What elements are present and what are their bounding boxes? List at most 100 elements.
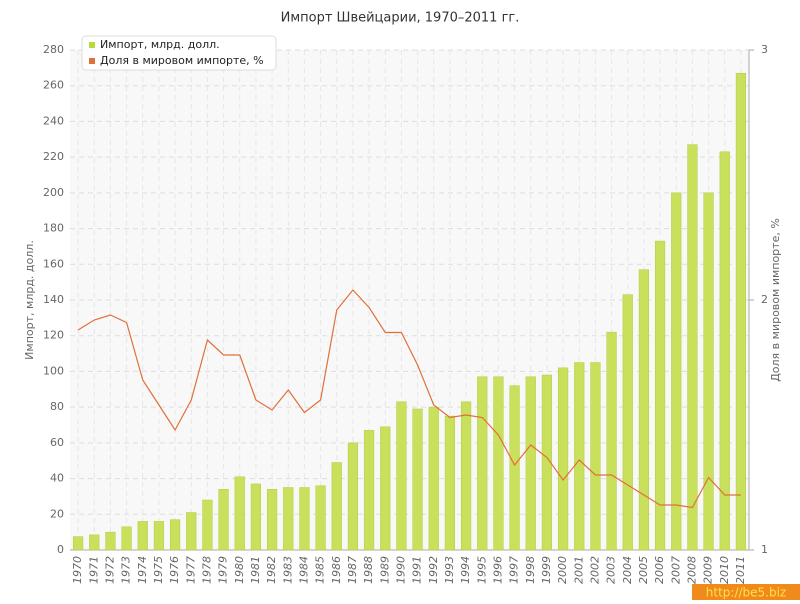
- bar: [638, 269, 650, 551]
- y-tick-label: 20: [50, 507, 64, 520]
- x-tick-label: 1989: [378, 556, 391, 584]
- y-tick-label: 40: [50, 472, 64, 485]
- bar: [412, 408, 423, 551]
- bar: [331, 462, 342, 551]
- bar: [299, 487, 310, 551]
- bar: [703, 192, 714, 551]
- x-tick-label: 2003: [605, 556, 618, 584]
- x-tick-label: 1991: [411, 556, 424, 584]
- bar: [250, 483, 262, 551]
- x-tick-label: 2000: [556, 556, 569, 584]
- bar: [622, 294, 633, 551]
- x-tick-label: 1983: [281, 556, 294, 584]
- y-tick-label: 200: [43, 186, 64, 199]
- bar: [234, 476, 245, 551]
- x-tick-label: 1996: [491, 556, 504, 584]
- x-tick-label: 1977: [184, 556, 197, 584]
- x-tick-label: 1994: [459, 556, 472, 584]
- x-tick-label: 2005: [637, 556, 650, 584]
- x-tick-label: 1979: [217, 556, 230, 584]
- x-tick-label: 1988: [362, 556, 375, 584]
- bar: [654, 240, 666, 551]
- y-tick-label: 0: [57, 543, 64, 556]
- y-tick-label: 220: [43, 150, 64, 163]
- x-tick-label: 1992: [427, 556, 440, 584]
- bar: [557, 367, 569, 551]
- y2-tick-label: 2: [761, 293, 768, 306]
- x-tick-label: 1978: [200, 556, 213, 584]
- x-tick-label: 2010: [718, 556, 731, 584]
- y-tick-label: 280: [43, 43, 64, 56]
- bar: [121, 526, 132, 551]
- bar: [380, 426, 391, 551]
- plot-area: [70, 50, 749, 550]
- watermark: http://be5.biz: [706, 586, 786, 600]
- bar: [460, 401, 472, 551]
- x-tick-label: 1990: [394, 556, 407, 584]
- bar: [493, 376, 504, 551]
- bar: [105, 531, 116, 551]
- x-tick-label: 2001: [572, 556, 585, 584]
- bar: [89, 534, 100, 551]
- x-tick-label: 1993: [443, 556, 456, 584]
- bar: [444, 415, 456, 551]
- bar: [525, 376, 536, 551]
- x-tick-label: 1987: [346, 556, 359, 584]
- bar: [72, 536, 84, 551]
- x-tick-label: 2006: [653, 556, 666, 584]
- bar: [153, 521, 165, 551]
- x-tick-label: 1998: [524, 556, 537, 584]
- bar: [428, 406, 439, 551]
- x-tick-label: 1982: [265, 556, 278, 584]
- watermark-box: [692, 584, 800, 600]
- y-tick-label: 160: [43, 257, 64, 270]
- x-tick-label: 1972: [103, 556, 116, 584]
- y2-tick-label: 1: [761, 543, 768, 556]
- x-tick-label: 2009: [702, 556, 715, 584]
- x-tick-label: 1995: [475, 556, 488, 584]
- y-tick-label: 240: [43, 114, 64, 127]
- bar: [606, 331, 617, 551]
- y-tick-label: 60: [50, 436, 64, 449]
- bar: [347, 442, 359, 551]
- legend-swatch: [89, 42, 95, 48]
- bar: [186, 512, 197, 551]
- bar: [266, 489, 278, 551]
- y-tick-label: 120: [43, 329, 64, 342]
- bar: [137, 521, 148, 551]
- legend-box: [81, 35, 277, 71]
- x-tick-label: 2008: [685, 556, 698, 584]
- bar: [283, 487, 294, 551]
- x-tick-label: 1986: [330, 556, 343, 584]
- y-tick-label: 260: [43, 79, 64, 92]
- line: [77, 289, 741, 509]
- bar: [687, 144, 698, 551]
- y-tick-label: 100: [43, 364, 64, 377]
- bar: [509, 385, 520, 551]
- bar: [719, 151, 730, 551]
- x-tick-label: 1974: [136, 556, 149, 584]
- y2-tick-label: 3: [761, 43, 768, 56]
- x-tick-label: 1970: [71, 556, 84, 584]
- legend-swatch: [89, 58, 95, 64]
- legend-label: Импорт, млрд. долл.: [100, 38, 220, 51]
- x-tick-label: 1984: [297, 556, 310, 584]
- bar: [218, 489, 229, 551]
- x-tick-label: 2004: [621, 556, 634, 584]
- x-tick-label: 2011: [734, 556, 747, 584]
- bar: [735, 72, 747, 551]
- x-tick-label: 1985: [314, 556, 327, 584]
- x-tick-label: 1999: [540, 556, 553, 584]
- bar: [671, 192, 682, 551]
- bar: [315, 485, 326, 551]
- chart-title: Импорт Швейцарии, 1970–2011 гг.: [281, 11, 520, 26]
- y-tick-label: 180: [43, 222, 64, 235]
- x-tick-label: 2002: [588, 556, 601, 584]
- y-tick-label: 140: [43, 293, 64, 306]
- bar: [169, 519, 181, 551]
- x-tick-label: 1973: [120, 556, 133, 584]
- x-tick-label: 1980: [233, 556, 246, 584]
- x-tick-label: 1981: [249, 556, 262, 584]
- x-tick-label: 2007: [669, 556, 682, 584]
- bar: [590, 362, 601, 551]
